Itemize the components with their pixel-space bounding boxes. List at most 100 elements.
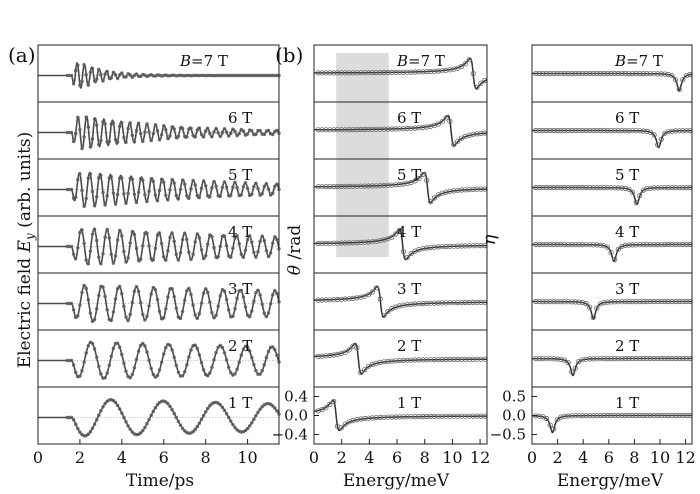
- data-point: [462, 299, 468, 306]
- sample-point: [176, 73, 181, 78]
- sample-point: [247, 349, 252, 353]
- data-point: [647, 298, 654, 305]
- data-point: [412, 178, 418, 184]
- data-point: [315, 353, 321, 359]
- sample-point: [122, 249, 126, 254]
- data-point: [342, 70, 348, 76]
- data-point: [604, 185, 611, 191]
- data-point: [683, 185, 690, 191]
- data-point: [373, 183, 379, 189]
- sample-point: [220, 345, 225, 350]
- sample-point: [205, 73, 210, 78]
- field-label-6T: 6 T: [397, 109, 421, 127]
- sample-point: [84, 351, 88, 355]
- data-point: [680, 241, 686, 248]
- data-point: [458, 243, 465, 249]
- data-point: [420, 413, 426, 420]
- data-point: [536, 413, 543, 419]
- sample-point: [103, 72, 107, 76]
- sample-point: [245, 132, 250, 136]
- data-point: [474, 131, 480, 137]
- data-point: [466, 243, 472, 249]
- sample-point: [117, 284, 122, 289]
- data-point: [377, 414, 383, 421]
- sample-point: [103, 376, 107, 380]
- sample-point: [205, 242, 210, 246]
- data-point: [365, 126, 372, 132]
- data-point: [470, 243, 476, 249]
- sample-point: [189, 292, 193, 297]
- sample-point: [199, 360, 204, 365]
- data-point: [672, 185, 679, 191]
- data-point: [633, 355, 639, 362]
- sample-point: [168, 133, 172, 138]
- data-point: [561, 184, 568, 191]
- data-point: [533, 298, 539, 305]
- sample-point: [78, 303, 82, 307]
- data-point: [669, 73, 675, 79]
- sample-point: [69, 244, 74, 249]
- data-point: [404, 125, 410, 132]
- data-point: [651, 71, 657, 77]
- data-point: [543, 298, 550, 305]
- data-point: [536, 127, 543, 134]
- data-point: [373, 70, 379, 76]
- sample-point: [149, 138, 153, 143]
- sample-point: [151, 372, 155, 377]
- sample-point: [220, 73, 225, 78]
- data-point: [594, 70, 600, 77]
- sample-point: [92, 347, 97, 351]
- sample-point: [170, 231, 174, 235]
- data-point: [439, 413, 445, 419]
- sample-point: [174, 193, 178, 198]
- data-point: [431, 195, 437, 201]
- sample-point: [262, 73, 266, 78]
- sample-point: [216, 345, 220, 349]
- sample-point: [178, 316, 183, 321]
- data-point: [561, 357, 568, 363]
- data-point: [396, 227, 403, 233]
- data-point: [561, 413, 568, 419]
- data-point: [655, 185, 661, 191]
- data-point: [662, 298, 668, 305]
- sample-point: [258, 73, 262, 78]
- sample-point: [109, 354, 113, 358]
- sample-point: [161, 316, 166, 320]
- data-point: [576, 299, 582, 305]
- data-point: [680, 128, 686, 134]
- data-point: [655, 412, 661, 419]
- y-tick-label: 0.0: [502, 407, 526, 425]
- sample-point: [92, 422, 97, 426]
- data-point: [447, 300, 453, 306]
- data-point: [323, 127, 329, 133]
- data-point: [354, 183, 360, 189]
- sample-point: [99, 262, 103, 266]
- data-point: [350, 183, 356, 189]
- data-point: [615, 128, 621, 134]
- data-point: [662, 241, 668, 248]
- data-point: [358, 416, 364, 422]
- sample-point: [220, 288, 225, 292]
- sample-point: [187, 73, 191, 78]
- sample-point: [124, 260, 128, 264]
- sample-point: [115, 287, 120, 291]
- data-point: [319, 70, 325, 76]
- sample-point: [273, 348, 277, 352]
- sample-point: [101, 376, 105, 380]
- data-point: [478, 186, 484, 192]
- data-point: [561, 299, 568, 305]
- sample-point: [67, 358, 72, 363]
- data-point: [354, 127, 360, 133]
- sample-point: [122, 75, 126, 79]
- x-tick-label: 8: [629, 448, 639, 467]
- panel-a-ylabel-var: E: [15, 239, 35, 253]
- sample-point: [258, 128, 262, 133]
- sample-point: [161, 124, 166, 128]
- data-point: [676, 185, 682, 191]
- sample-point: [69, 73, 74, 78]
- sample-point: [117, 407, 122, 411]
- sample-point: [161, 352, 166, 356]
- sample-point: [126, 256, 130, 260]
- sample-point: [275, 237, 279, 242]
- data-point: [354, 345, 360, 351]
